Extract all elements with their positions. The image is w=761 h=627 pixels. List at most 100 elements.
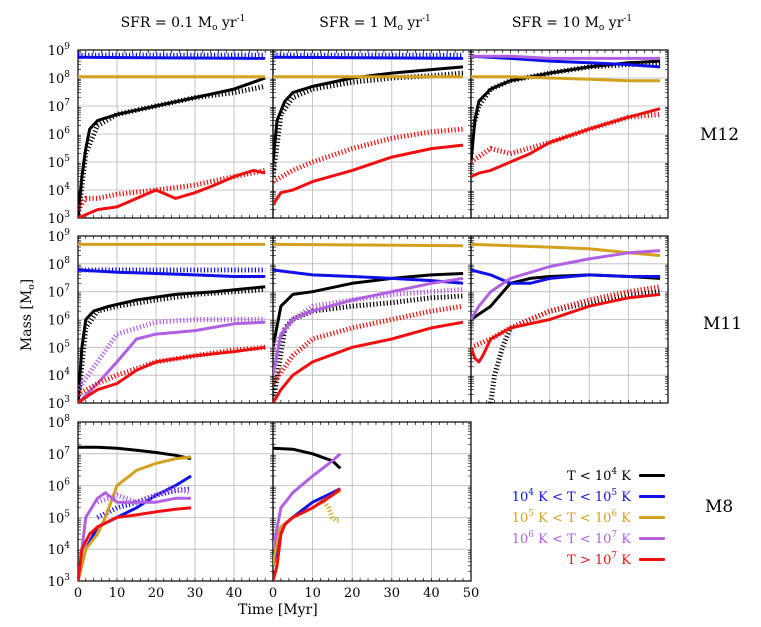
y-tick-exp: 5 [64, 339, 70, 349]
y-tick-exp: 6 [64, 478, 70, 488]
column-title-2: SFR = 1 Mo yr-1 [319, 14, 431, 33]
y-tick-label: 107 [48, 284, 71, 301]
series-hottest-dotted [273, 126, 464, 184]
series-hottest-solid [273, 143, 464, 206]
y-tick-exp: 6 [64, 126, 70, 136]
y-tick-label: 103 [48, 395, 71, 412]
y-tick-base: 10 [48, 397, 65, 412]
y-tick-exp: 7 [64, 284, 70, 294]
series-hottest-dotted [471, 111, 661, 165]
legend-swatch [639, 558, 665, 561]
y-tick-base: 10 [48, 314, 65, 329]
legend-label: T < 104 K [567, 467, 631, 484]
legend-exponent: 5 [611, 488, 618, 498]
y-tick-label: 106 [48, 312, 71, 329]
row-label-m11: M11 [703, 314, 743, 334]
legend-label: 104 K < T < 105 K [512, 488, 631, 505]
legend-label: T > 107 K [567, 551, 631, 568]
y-tick-exp: 3 [64, 210, 70, 220]
series-hot2-dotted [96, 486, 192, 505]
y-tick-label: 108 [48, 414, 71, 431]
y-tick-base: 10 [48, 212, 65, 227]
series-hottest-solid [273, 320, 464, 403]
y-tick-exp: 4 [64, 541, 70, 551]
legend-label: 105 K < T < 106 K [512, 509, 631, 526]
series-hot2-solid [471, 249, 661, 321]
series-hot2-solid [273, 452, 342, 550]
y-tick-label: 109 [48, 228, 71, 245]
y-tick-base: 10 [48, 575, 65, 590]
y-tick-base: 10 [48, 341, 65, 356]
x-tick-label: 30 [384, 586, 401, 601]
y-tick-exp: 8 [64, 70, 70, 80]
legend-swatch [639, 495, 665, 498]
legend-swatch [639, 474, 665, 477]
series-hottest-solid [273, 487, 342, 581]
series-warm-solid [78, 268, 266, 278]
y-tick-exp: 7 [64, 98, 70, 108]
x-tick-label: 0 [269, 586, 277, 601]
legend-text: K < T < 10 [534, 511, 612, 526]
x-tick-label: 20 [148, 586, 165, 601]
y-tick-base: 10 [48, 100, 65, 115]
series-cold-solid [273, 65, 464, 163]
series-cold-dotted [273, 293, 464, 403]
row-label-m8: M8 [705, 497, 734, 517]
legend-text: T > 10 [567, 553, 612, 568]
y-tick-base: 10 [48, 258, 65, 273]
legend-exponent: 4 [611, 467, 618, 477]
x-tick-label: 0 [74, 586, 82, 601]
y-tick-exp: 5 [64, 154, 70, 164]
y-tick-label: 107 [48, 98, 71, 115]
legend-entry: 105 K < T < 106 K [485, 507, 665, 528]
series-hot2-dotted [78, 317, 266, 392]
series-warm-solid [273, 55, 464, 60]
y-tick-exp: 7 [64, 446, 70, 456]
y-tick-label: 103 [48, 573, 71, 590]
series-cold-dotted [78, 287, 266, 403]
legend-text: K [617, 490, 631, 505]
x-tick-label: 30 [187, 586, 204, 601]
y-tick-label: 104 [48, 367, 71, 384]
series-hot2-solid [78, 491, 192, 581]
y-tick-base: 10 [48, 44, 65, 59]
series-cold-solid [78, 76, 266, 218]
y-axis-label: Mass [Mo] [19, 278, 37, 352]
y-tick-exp: 8 [64, 256, 70, 266]
y-tick-label: 104 [48, 541, 71, 558]
legend-entry: 104 K < T < 105 K [485, 486, 665, 507]
panel-frame [77, 421, 274, 582]
legend-exponent: 4 [528, 488, 535, 498]
legend-text: 10 [511, 532, 529, 547]
y-tick-base: 10 [48, 156, 65, 171]
y-tick-exp: 9 [64, 42, 70, 52]
series-hottest-solid [78, 506, 192, 581]
y-tick-base: 10 [48, 511, 65, 526]
y-tick-label: 105 [48, 509, 71, 526]
legend-text: K [617, 553, 631, 568]
x-tick-label: 40 [226, 586, 243, 601]
legend-exponent: 7 [611, 530, 618, 540]
y-tick-label: 106 [48, 126, 71, 143]
y-tick-exp: 9 [64, 228, 70, 238]
y-tick-label: 105 [48, 339, 71, 356]
series-hot2-dotted [273, 287, 464, 349]
y-tick-base: 10 [48, 480, 65, 495]
series-cold-solid [273, 272, 464, 348]
y-tick-exp: 3 [64, 573, 70, 583]
series-hottest-dotted [273, 303, 464, 385]
y-tick-exp: 3 [64, 395, 70, 405]
y-tick-base: 10 [48, 128, 65, 143]
y-tick-base: 10 [48, 416, 65, 431]
y-tick-label: 105 [48, 154, 71, 171]
panel-m8-1 [77, 421, 274, 582]
legend-entry: 106 K < T < 107 K [485, 528, 665, 549]
series-hot2-solid [273, 276, 464, 376]
x-tick-label: 40 [423, 586, 440, 601]
y-tick-base: 10 [48, 543, 65, 558]
panel-m11-1 [77, 235, 274, 404]
x-tick-label: 10 [109, 586, 126, 601]
y-tick-base: 10 [48, 286, 65, 301]
